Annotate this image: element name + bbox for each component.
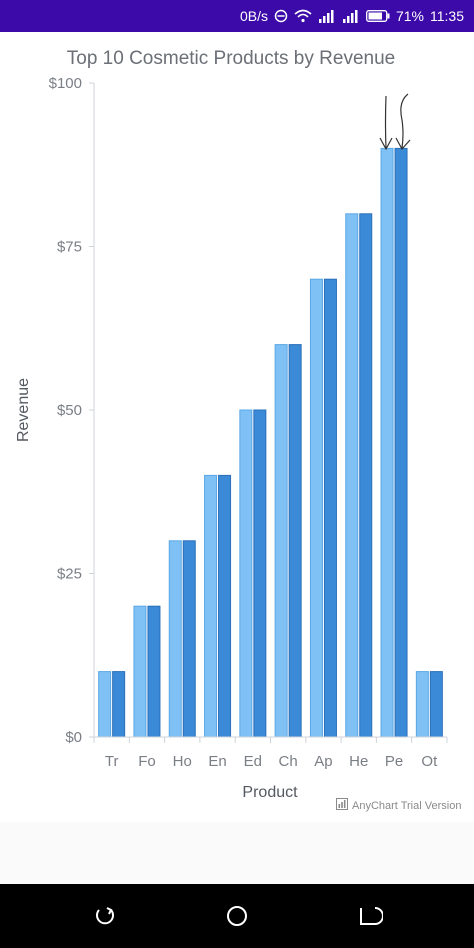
x-tick-label-ap: Ap: [314, 753, 332, 770]
signal-icon-2: [342, 9, 360, 23]
dnd-icon: [274, 9, 288, 23]
bar-ho-series-2[interactable]: [182, 540, 196, 738]
annotation-arrow-1-head: [379, 137, 393, 151]
y-tick-label: $0: [65, 729, 82, 746]
bar-he-series-1[interactable]: [345, 213, 359, 738]
chart-title: Top 10 Cosmetic Products by Revenue: [67, 48, 395, 69]
x-tick-label-ot: Ot: [421, 753, 438, 770]
chart-logo-icon: [336, 798, 348, 813]
x-axis: Tr Fo Ho En Ed Ch Ap He Pe Ot: [93, 736, 448, 770]
bar-ap-series-2[interactable]: [323, 278, 337, 738]
bar-ot-series-1[interactable]: [415, 671, 429, 738]
y-tick-label: $100: [49, 75, 82, 92]
back-icon[interactable]: [355, 902, 384, 930]
y-tick-label: $50: [57, 402, 82, 419]
watermark-text: AnyChart Trial Version: [352, 799, 462, 812]
signal-icon: [318, 9, 336, 23]
x-tick-label-en: En: [208, 753, 226, 770]
bar-fo-series-1[interactable]: [133, 605, 147, 738]
bar-chart: Top 10 Cosmetic Products by Revenue Reve…: [15, 48, 448, 801]
x-axis-label: Product: [242, 784, 298, 801]
bar-tr-series-2[interactable]: [112, 671, 126, 738]
bar-ap-series-1[interactable]: [309, 278, 323, 738]
battery-percent: 71%: [395, 8, 424, 24]
y-tick-label: $75: [57, 239, 82, 256]
bar-pe-series-2[interactable]: [394, 147, 408, 738]
bar-ed-series-2[interactable]: [253, 409, 267, 738]
y-axis: $0 $25 $50 $75 $100: [49, 75, 95, 746]
annotation-arrow-2: [400, 93, 409, 149]
bars-group: [98, 147, 443, 738]
bar-pe-series-1[interactable]: [380, 147, 394, 738]
wifi-icon: [294, 9, 312, 23]
net-speed: 0B/s: [239, 8, 268, 24]
annotation-arrow-2-head: [395, 137, 411, 151]
x-tick-label-ho: Ho: [173, 753, 192, 770]
x-tick-label-he: He: [349, 753, 368, 770]
x-tick-label-tr: Tr: [105, 753, 119, 770]
x-tick-label-ed: Ed: [244, 753, 262, 770]
bar-ot-series-2[interactable]: [429, 671, 443, 738]
clock: 11:35: [430, 8, 464, 24]
recent-apps-icon[interactable]: [91, 902, 119, 930]
y-axis-label: Revenue: [15, 378, 32, 442]
navigation-bar: [0, 884, 474, 948]
status-bar: 0B/s 71% 11:35: [0, 0, 474, 32]
bar-ch-series-1[interactable]: [274, 344, 288, 738]
bar-ho-series-1[interactable]: [168, 540, 182, 738]
bar-he-series-2[interactable]: [359, 213, 373, 738]
home-icon[interactable]: [223, 902, 251, 930]
bar-fo-series-2[interactable]: [147, 605, 161, 738]
battery-icon: [366, 10, 390, 22]
bar-en-series-1[interactable]: [204, 474, 218, 738]
bar-en-series-2[interactable]: [218, 474, 232, 738]
bar-tr-series-1[interactable]: [98, 671, 112, 738]
bar-ch-series-2[interactable]: [288, 344, 302, 738]
y-tick-label: $25: [57, 566, 82, 583]
x-tick-label-fo: Fo: [138, 753, 156, 770]
annotation-arrows: [379, 93, 411, 151]
x-tick-label-ch: Ch: [279, 753, 298, 770]
chart-area: Top 10 Cosmetic Products by Revenue Reve…: [0, 32, 474, 822]
x-tick-label-pe: Pe: [385, 753, 403, 770]
bar-ed-series-1[interactable]: [239, 409, 253, 738]
footer-area: [0, 822, 474, 884]
watermark: AnyChart Trial Version: [336, 798, 461, 813]
annotation-arrow-1: [384, 95, 387, 149]
